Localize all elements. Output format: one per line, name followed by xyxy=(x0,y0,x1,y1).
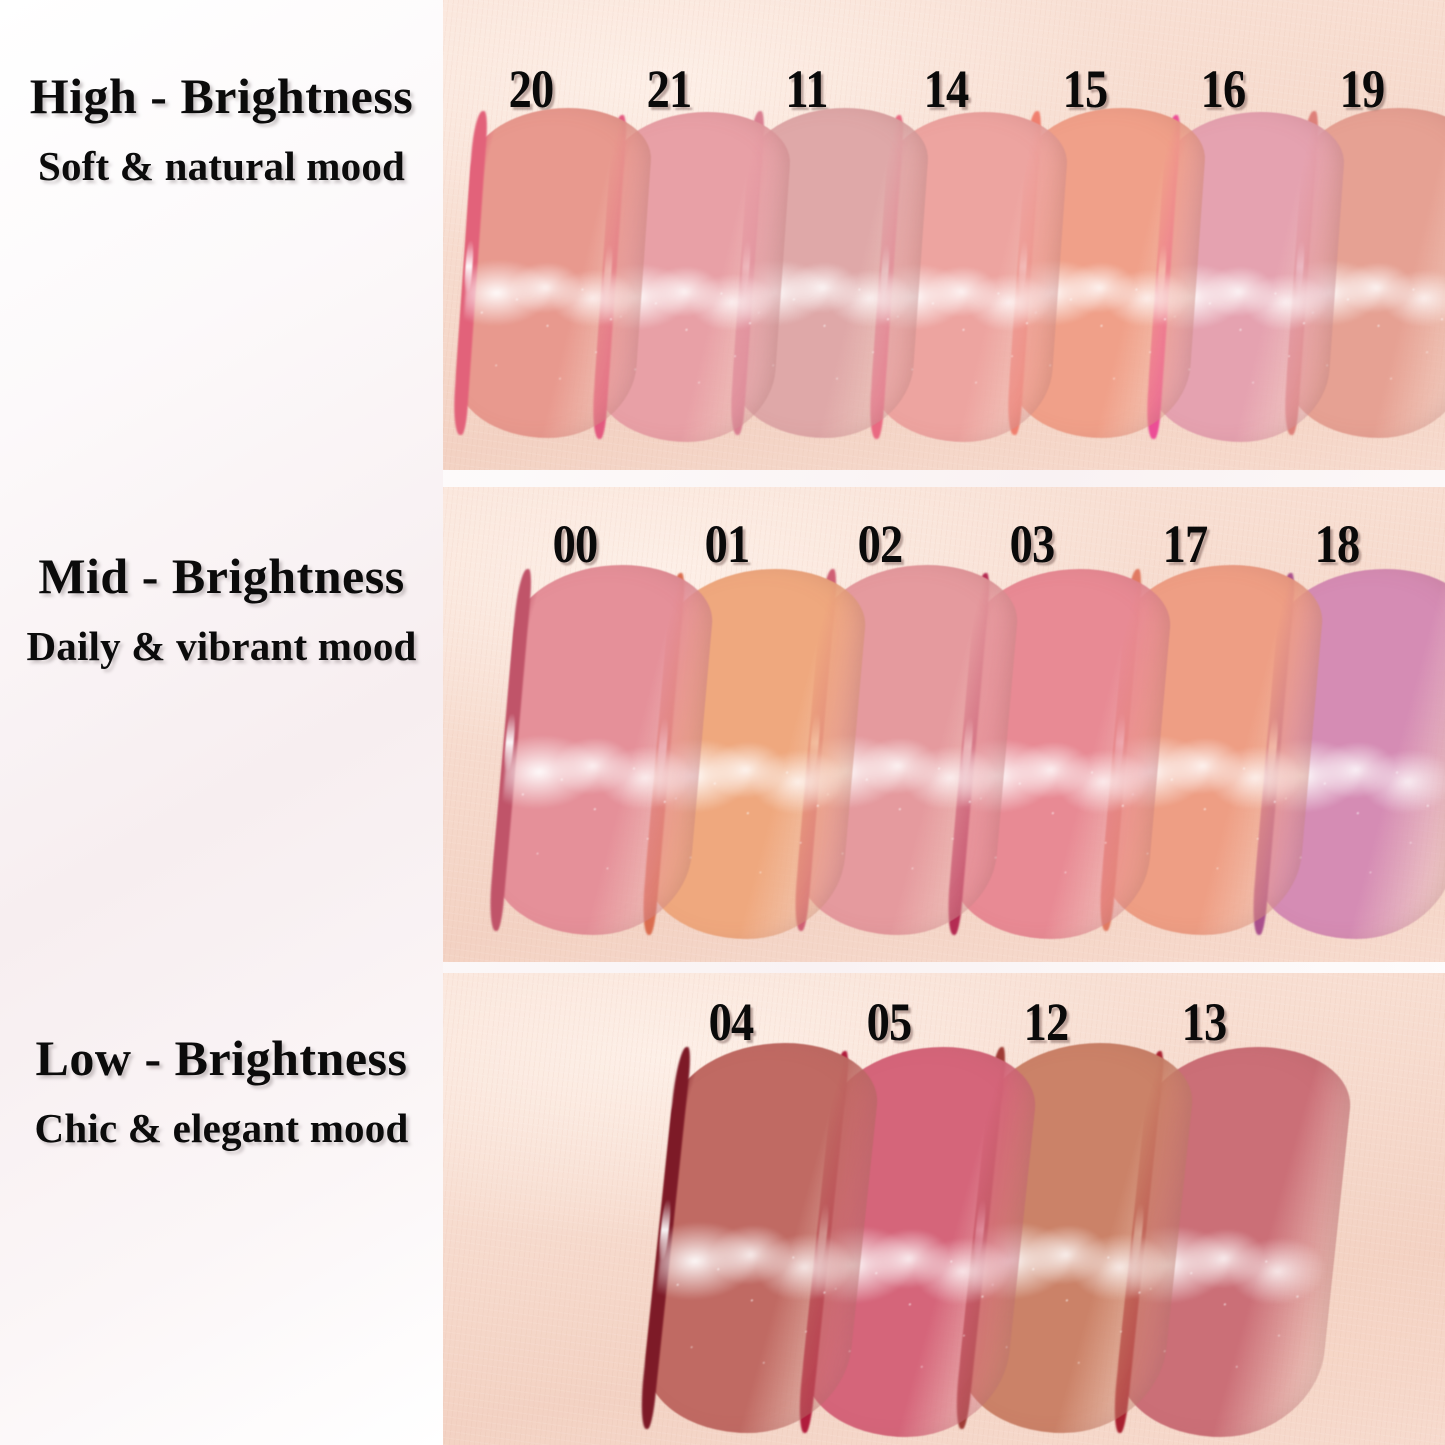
shade-number-label: 21 xyxy=(646,59,693,119)
shade-number-label: 15 xyxy=(1062,59,1108,119)
shade-smear xyxy=(486,565,718,935)
shade-number-label: 05 xyxy=(866,992,912,1052)
group-title-low: Low - Brightness xyxy=(35,1030,408,1086)
shade-number-label: 16 xyxy=(1201,59,1247,119)
shade-number-label: 13 xyxy=(1181,992,1227,1052)
swatch-panel-high-brightness: 20 21 11 14 15 16 19 xyxy=(443,0,1445,470)
group-text-low-brightness: Low - Brightness Chic & elegant mood xyxy=(0,1030,443,1152)
shade-number-label: 17 xyxy=(1162,514,1208,574)
swatch-panel-low-brightness: 04 05 12 13 xyxy=(443,973,1445,1445)
shade-number-label: 04 xyxy=(708,992,755,1052)
shade-number-label: 14 xyxy=(923,59,970,119)
shade-number-label: 11 xyxy=(785,59,828,119)
group-subtitle-high: Soft & natural mood xyxy=(37,143,406,189)
shade-smear xyxy=(637,1043,884,1433)
shade-number-label: 18 xyxy=(1314,514,1361,574)
shade-smear xyxy=(451,108,655,438)
shade-gloss-highlight xyxy=(462,259,641,326)
shade-number-label: 20 xyxy=(508,59,554,119)
shade-number-label: 12 xyxy=(1023,992,1070,1052)
shade-number-label: 00 xyxy=(552,514,598,574)
shade-gloss-highlight xyxy=(501,735,699,810)
group-title-high: High - Brightness xyxy=(29,68,414,124)
shade-swatch xyxy=(486,565,718,935)
group-text-high-brightness: High - Brightness Soft & natural mood xyxy=(0,68,443,190)
shade-gloss-highlight xyxy=(655,1222,861,1301)
shade-number-label: 02 xyxy=(857,514,903,574)
left-text-column: High - Brightness Soft & natural mood Mi… xyxy=(0,0,443,1445)
swatch-panel-mid-brightness: 00 01 02 03 17 18 xyxy=(443,487,1445,962)
group-subtitle-mid: Daily & vibrant mood xyxy=(26,623,417,669)
shade-number-label: 01 xyxy=(704,514,751,574)
group-text-mid-brightness: Mid - Brightness Daily & vibrant mood xyxy=(0,548,443,670)
group-title-mid: Mid - Brightness xyxy=(38,548,405,604)
shade-number-label: 03 xyxy=(1009,514,1056,574)
shade-swatch xyxy=(451,108,655,438)
shade-swatch xyxy=(637,1043,884,1433)
group-subtitle-low: Chic & elegant mood xyxy=(34,1105,409,1151)
shade-number-label: 19 xyxy=(1339,59,1386,119)
